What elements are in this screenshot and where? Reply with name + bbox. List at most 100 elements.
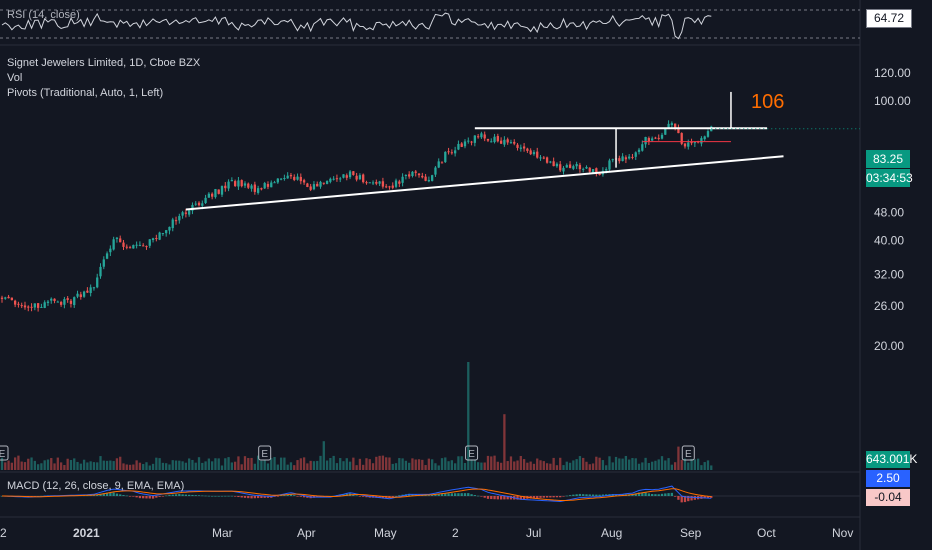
macd-histogram-bar: [549, 496, 552, 498]
candle-body: [480, 133, 483, 138]
candle-body: [539, 157, 542, 159]
candle-body: [522, 146, 526, 149]
volume-bar: [76, 461, 79, 470]
volume-bar: [316, 460, 319, 470]
candle-body: [506, 139, 509, 143]
volume-bar: [27, 458, 30, 470]
volume-bar: [109, 460, 112, 470]
candle-body: [17, 303, 20, 305]
volume-bar: [654, 460, 657, 470]
candle-body: [352, 171, 355, 175]
macd-pane: [0, 485, 860, 503]
candle-body: [549, 161, 552, 163]
volume-bar: [526, 462, 529, 470]
volume-bar: [552, 457, 555, 470]
volume-bar: [296, 460, 299, 470]
volume-bar: [401, 458, 404, 470]
time-axis[interactable]: 2 2021 Mar Apr May 2 Jul Aug Sep Oct Nov: [0, 526, 853, 540]
candle-body: [273, 182, 276, 184]
volume-bar: [319, 455, 322, 470]
candle-body: [437, 161, 440, 168]
macd-histogram-bar: [532, 496, 536, 499]
macd-histogram-bar: [253, 496, 256, 499]
candle-body: [207, 193, 211, 198]
candle-body: [335, 178, 339, 180]
candle-body: [243, 183, 247, 186]
candle-body: [427, 179, 431, 182]
volume-bar: [197, 457, 201, 470]
chart-title: Signet Jewelers Limited, 1D, Cboe BZX: [7, 57, 201, 69]
macd-histogram-bar: [470, 494, 473, 496]
signal-line: [2, 488, 712, 501]
volume-bar: [194, 462, 197, 470]
candle-body: [184, 212, 188, 214]
volume-bar: [142, 464, 145, 470]
volume-bar: [161, 462, 165, 470]
candle-body: [460, 143, 463, 147]
candle-body: [73, 297, 76, 306]
macd-histogram-bar: [670, 492, 674, 496]
candle-body: [76, 293, 79, 297]
volume-bar: [302, 457, 306, 470]
volume-value-badge: 643.001K: [866, 451, 918, 468]
volume-bar: [247, 457, 250, 470]
time-tick-label: Aug: [601, 526, 622, 540]
macd-histogram-bar: [115, 493, 119, 496]
candle-body: [624, 157, 628, 160]
volume-bar: [263, 460, 266, 470]
macd-histogram-bar: [161, 496, 165, 497]
macd-histogram-bar: [233, 496, 237, 497]
rsi-value-badge: 64.72: [866, 9, 912, 28]
volume-bar: [345, 458, 348, 470]
candle-body: [470, 141, 473, 143]
macd-histogram-bar: [595, 494, 598, 496]
volume-bar: [476, 462, 480, 470]
candle-body: [348, 171, 352, 178]
volume-bar: [63, 465, 66, 470]
macd-histogram-bar: [256, 496, 260, 499]
volume-bar: [673, 462, 677, 470]
volume-bar: [641, 462, 644, 470]
macd-histogram-bar: [197, 495, 201, 496]
macd-value-badge: 2.50: [866, 470, 910, 487]
volume-bar: [463, 463, 467, 470]
candle-body: [92, 287, 96, 289]
macd-histogram-bar: [279, 495, 283, 497]
macd-histogram-bar: [342, 494, 345, 496]
macd-histogram-bar: [243, 496, 247, 498]
candle-body: [657, 137, 660, 139]
macd-histogram-bar: [568, 495, 572, 496]
candle-body: [664, 128, 667, 135]
macd-histogram-bar: [467, 493, 470, 496]
macd-histogram-bar: [463, 493, 467, 496]
macd-histogram-bar: [483, 496, 486, 498]
volume-bar: [283, 457, 286, 470]
volume-bar: [332, 455, 335, 470]
macd-histogram-bar: [641, 492, 644, 496]
candle-body: [27, 306, 30, 308]
candle-body: [385, 186, 388, 188]
volume-bar: [667, 458, 670, 470]
candle-body: [105, 253, 109, 259]
candle-body: [132, 245, 135, 249]
volume-bar: [59, 462, 63, 470]
volume-bar: [7, 460, 10, 470]
candle-body: [358, 175, 362, 180]
volume-bar: [322, 441, 325, 470]
candle-body: [690, 141, 693, 144]
candle-body: [283, 177, 286, 179]
candle-body: [217, 189, 220, 194]
volume-bar: [155, 457, 158, 470]
candle-body: [79, 294, 82, 298]
volume-bar: [312, 461, 316, 470]
candle-body: [302, 180, 306, 183]
candle-body: [585, 166, 588, 169]
candle-body: [545, 157, 549, 163]
volume-bar: [385, 457, 388, 470]
candle-body: [128, 247, 132, 249]
candle-body: [608, 160, 611, 170]
macd-histogram-bar: [634, 493, 637, 496]
candle-body: [138, 244, 142, 246]
drawings-layer[interactable]: 106: [185, 91, 860, 211]
